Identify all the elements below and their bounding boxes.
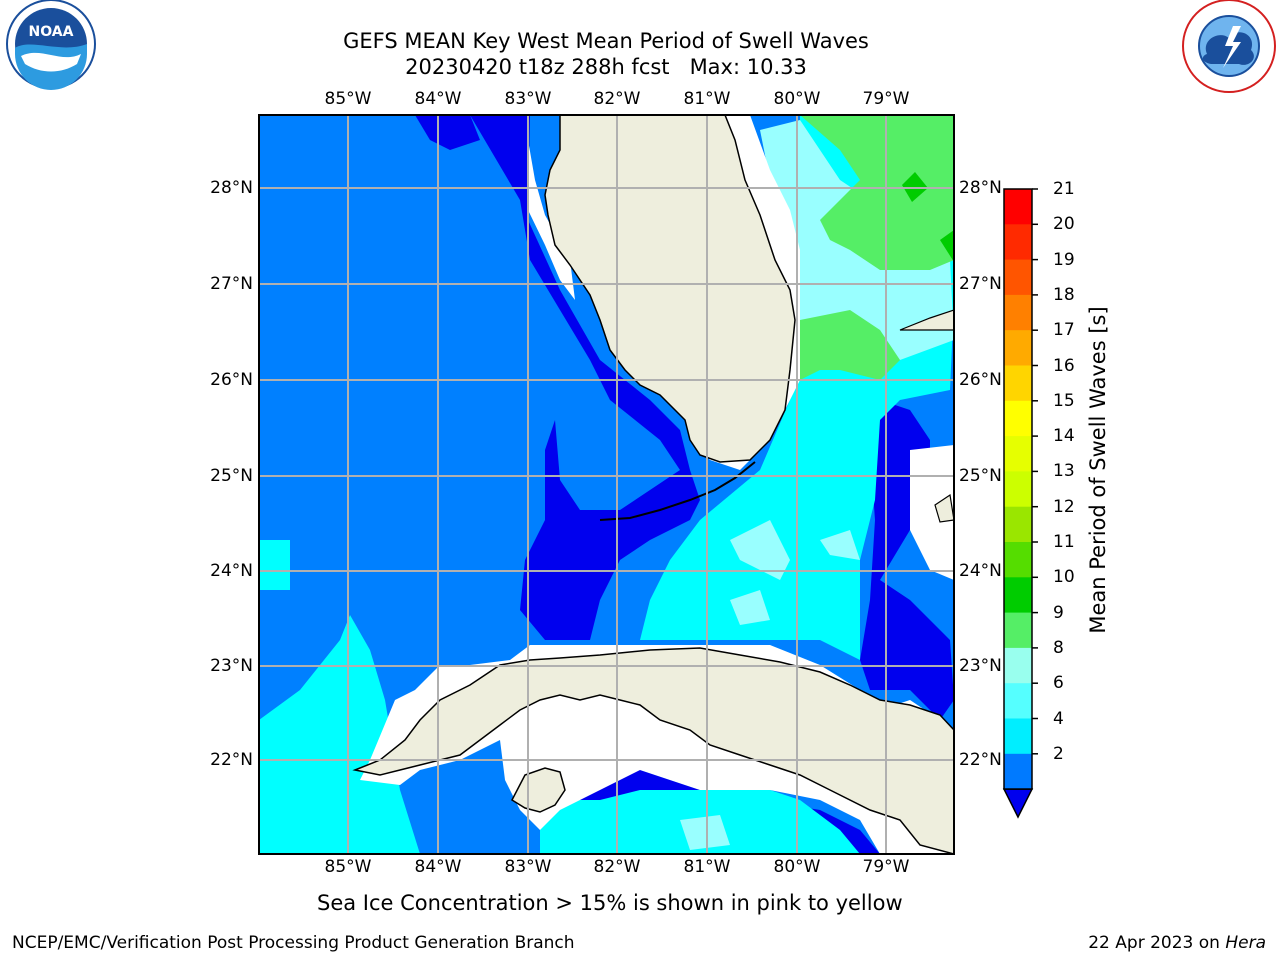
- colorbar-swatch: [1004, 718, 1032, 755]
- ocean-deep-blue-region: [470, 115, 700, 640]
- colorbar-swatch: [1004, 436, 1032, 472]
- noaa-logo-text: NOAA: [29, 24, 74, 40]
- longitude-tick-bot: 81°W: [683, 857, 731, 877]
- colorbar-tick-label: 17: [1053, 320, 1075, 341]
- latitude-tick-left: 25°N: [210, 466, 253, 486]
- colorbar-swatch: [1004, 506, 1032, 543]
- bahamas-land: [899, 309, 954, 331]
- colorbar-swatch: [1004, 753, 1032, 790]
- ocean-light-cyan-region: [680, 815, 730, 850]
- ocean-cyan-region: [259, 540, 290, 590]
- latitude-tick-left: 27°N: [210, 274, 253, 294]
- swell-period-green-region: [800, 310, 900, 380]
- no-data-region: [910, 445, 954, 580]
- colorbar-tick-label: 10: [1053, 567, 1075, 588]
- colorbar-extend-arrow: [1002, 788, 1034, 819]
- longitude-tick-bot: 84°W: [414, 857, 462, 877]
- swell-period-green-region: [940, 230, 954, 262]
- date-value: 22 Apr 2023 on: [1088, 933, 1226, 953]
- colorbar-tick-label: 4: [1053, 708, 1064, 729]
- colorbar-tick-label: 8: [1053, 637, 1064, 658]
- florida-land: [544, 115, 796, 463]
- longitude-tick-bot: 85°W: [324, 857, 372, 877]
- colorbar-swatch: [1004, 612, 1032, 649]
- longitude-tick-top: 81°W: [683, 89, 731, 109]
- latitude-tick-right: 24°N: [959, 561, 1002, 581]
- latitude-tick-right: 28°N: [959, 178, 1002, 198]
- colorbar-swatch: [1004, 294, 1032, 331]
- colorbar-tick-label: 21: [1053, 179, 1075, 199]
- map-frame: [258, 114, 955, 855]
- latitude-tick-right: 26°N: [959, 370, 1002, 390]
- ocean-light-cyan-region: [730, 590, 770, 625]
- noaa-logo: NOAA: [6, 0, 96, 90]
- latitude-tick-right: 23°N: [959, 656, 1002, 676]
- colorbar-swatch: [1004, 683, 1032, 719]
- latitude-tick-right: 22°N: [959, 750, 1002, 770]
- colorbar-swatch: [1004, 577, 1032, 614]
- ocean-light-cyan-region: [820, 530, 860, 560]
- colorbar: [1002, 188, 1038, 819]
- longitude-tick-bot: 83°W: [504, 857, 552, 877]
- bahamas-land: [934, 493, 954, 523]
- footnote: Sea Ice Concentration > 15% is shown in …: [317, 891, 903, 915]
- map-plot-area: [259, 115, 954, 854]
- florida-keys: [599, 461, 756, 521]
- latitude-tick-left: 28°N: [210, 178, 253, 198]
- no-data-region: [528, 140, 575, 300]
- longitude-tick-top: 79°W: [862, 89, 910, 109]
- colorbar-swatch: [1004, 330, 1032, 366]
- longitude-tick-top: 80°W: [773, 89, 821, 109]
- colorbar-tick-label: 11: [1053, 532, 1075, 552]
- colorbar-swatch: [1004, 400, 1032, 437]
- longitude-tick-top: 84°W: [414, 89, 462, 109]
- longitude-tick-top: 85°W: [324, 89, 372, 109]
- ocean-deep-blue-region: [860, 400, 954, 720]
- date-text: 22 Apr 2023 on Hera: [1088, 933, 1266, 953]
- colorbar-tick-label: 18: [1053, 284, 1075, 305]
- colorbar-swatch: [1004, 647, 1032, 684]
- credit-text: NCEP/EMC/Verification Post Processing Pr…: [12, 933, 575, 953]
- latitude-tick-left: 26°N: [210, 370, 253, 390]
- colorbar-tick-label: 2: [1053, 743, 1064, 764]
- swell-period-green-region: [800, 115, 954, 270]
- colorbar-swatch: [1004, 259, 1032, 296]
- colorbar-tick-label: 14: [1053, 426, 1075, 447]
- colorbar-tick-label: 20: [1053, 214, 1075, 235]
- colorbar-tick-label: 13: [1053, 461, 1075, 482]
- colorbar-tick-label: 9: [1053, 602, 1064, 623]
- nws-logo: [1182, 0, 1276, 93]
- longitude-tick-top: 83°W: [504, 89, 552, 109]
- colorbar-tick-label: 15: [1053, 390, 1075, 411]
- colorbar-tick-label: 16: [1053, 355, 1075, 376]
- longitude-tick-bot: 80°W: [773, 857, 821, 877]
- date-host: Hera: [1225, 933, 1266, 953]
- longitude-tick-top: 82°W: [593, 89, 641, 109]
- chart-subtitle: 20230420 t18z 288h fcst Max: 10.33: [405, 55, 807, 79]
- colorbar-swatch: [1004, 471, 1032, 508]
- colorbar-swatch: [1004, 189, 1032, 225]
- colorbar-label: Mean Period of Swell Waves [s]: [1086, 306, 1110, 634]
- latitude-tick-left: 23°N: [210, 656, 253, 676]
- ocean-deep-blue-region: [415, 115, 480, 150]
- colorbar-tick-label: 12: [1053, 496, 1075, 517]
- colorbar-swatch: [1004, 365, 1032, 402]
- colorbar-tick-label: 19: [1053, 249, 1075, 270]
- latitude-tick-left: 24°N: [210, 561, 253, 581]
- colorbar-outline: [1003, 188, 1033, 790]
- isle-of-youth-land: [511, 767, 566, 813]
- longitude-tick-bot: 82°W: [593, 857, 641, 877]
- longitude-tick-bot: 79°W: [862, 857, 910, 877]
- ocean-cyan-region: [259, 615, 420, 854]
- colorbar-swatch: [1004, 224, 1032, 261]
- latitude-tick-right: 27°N: [959, 274, 1002, 294]
- map-gridlines: [259, 115, 954, 854]
- ocean-light-cyan-region: [730, 520, 790, 580]
- latitude-tick-left: 22°N: [210, 750, 253, 770]
- colorbar-swatch: [1004, 542, 1032, 578]
- latitude-tick-right: 25°N: [959, 466, 1002, 486]
- colorbar-tick-label: 6: [1053, 673, 1064, 694]
- chart-title: GEFS MEAN Key West Mean Period of Swell …: [343, 29, 869, 53]
